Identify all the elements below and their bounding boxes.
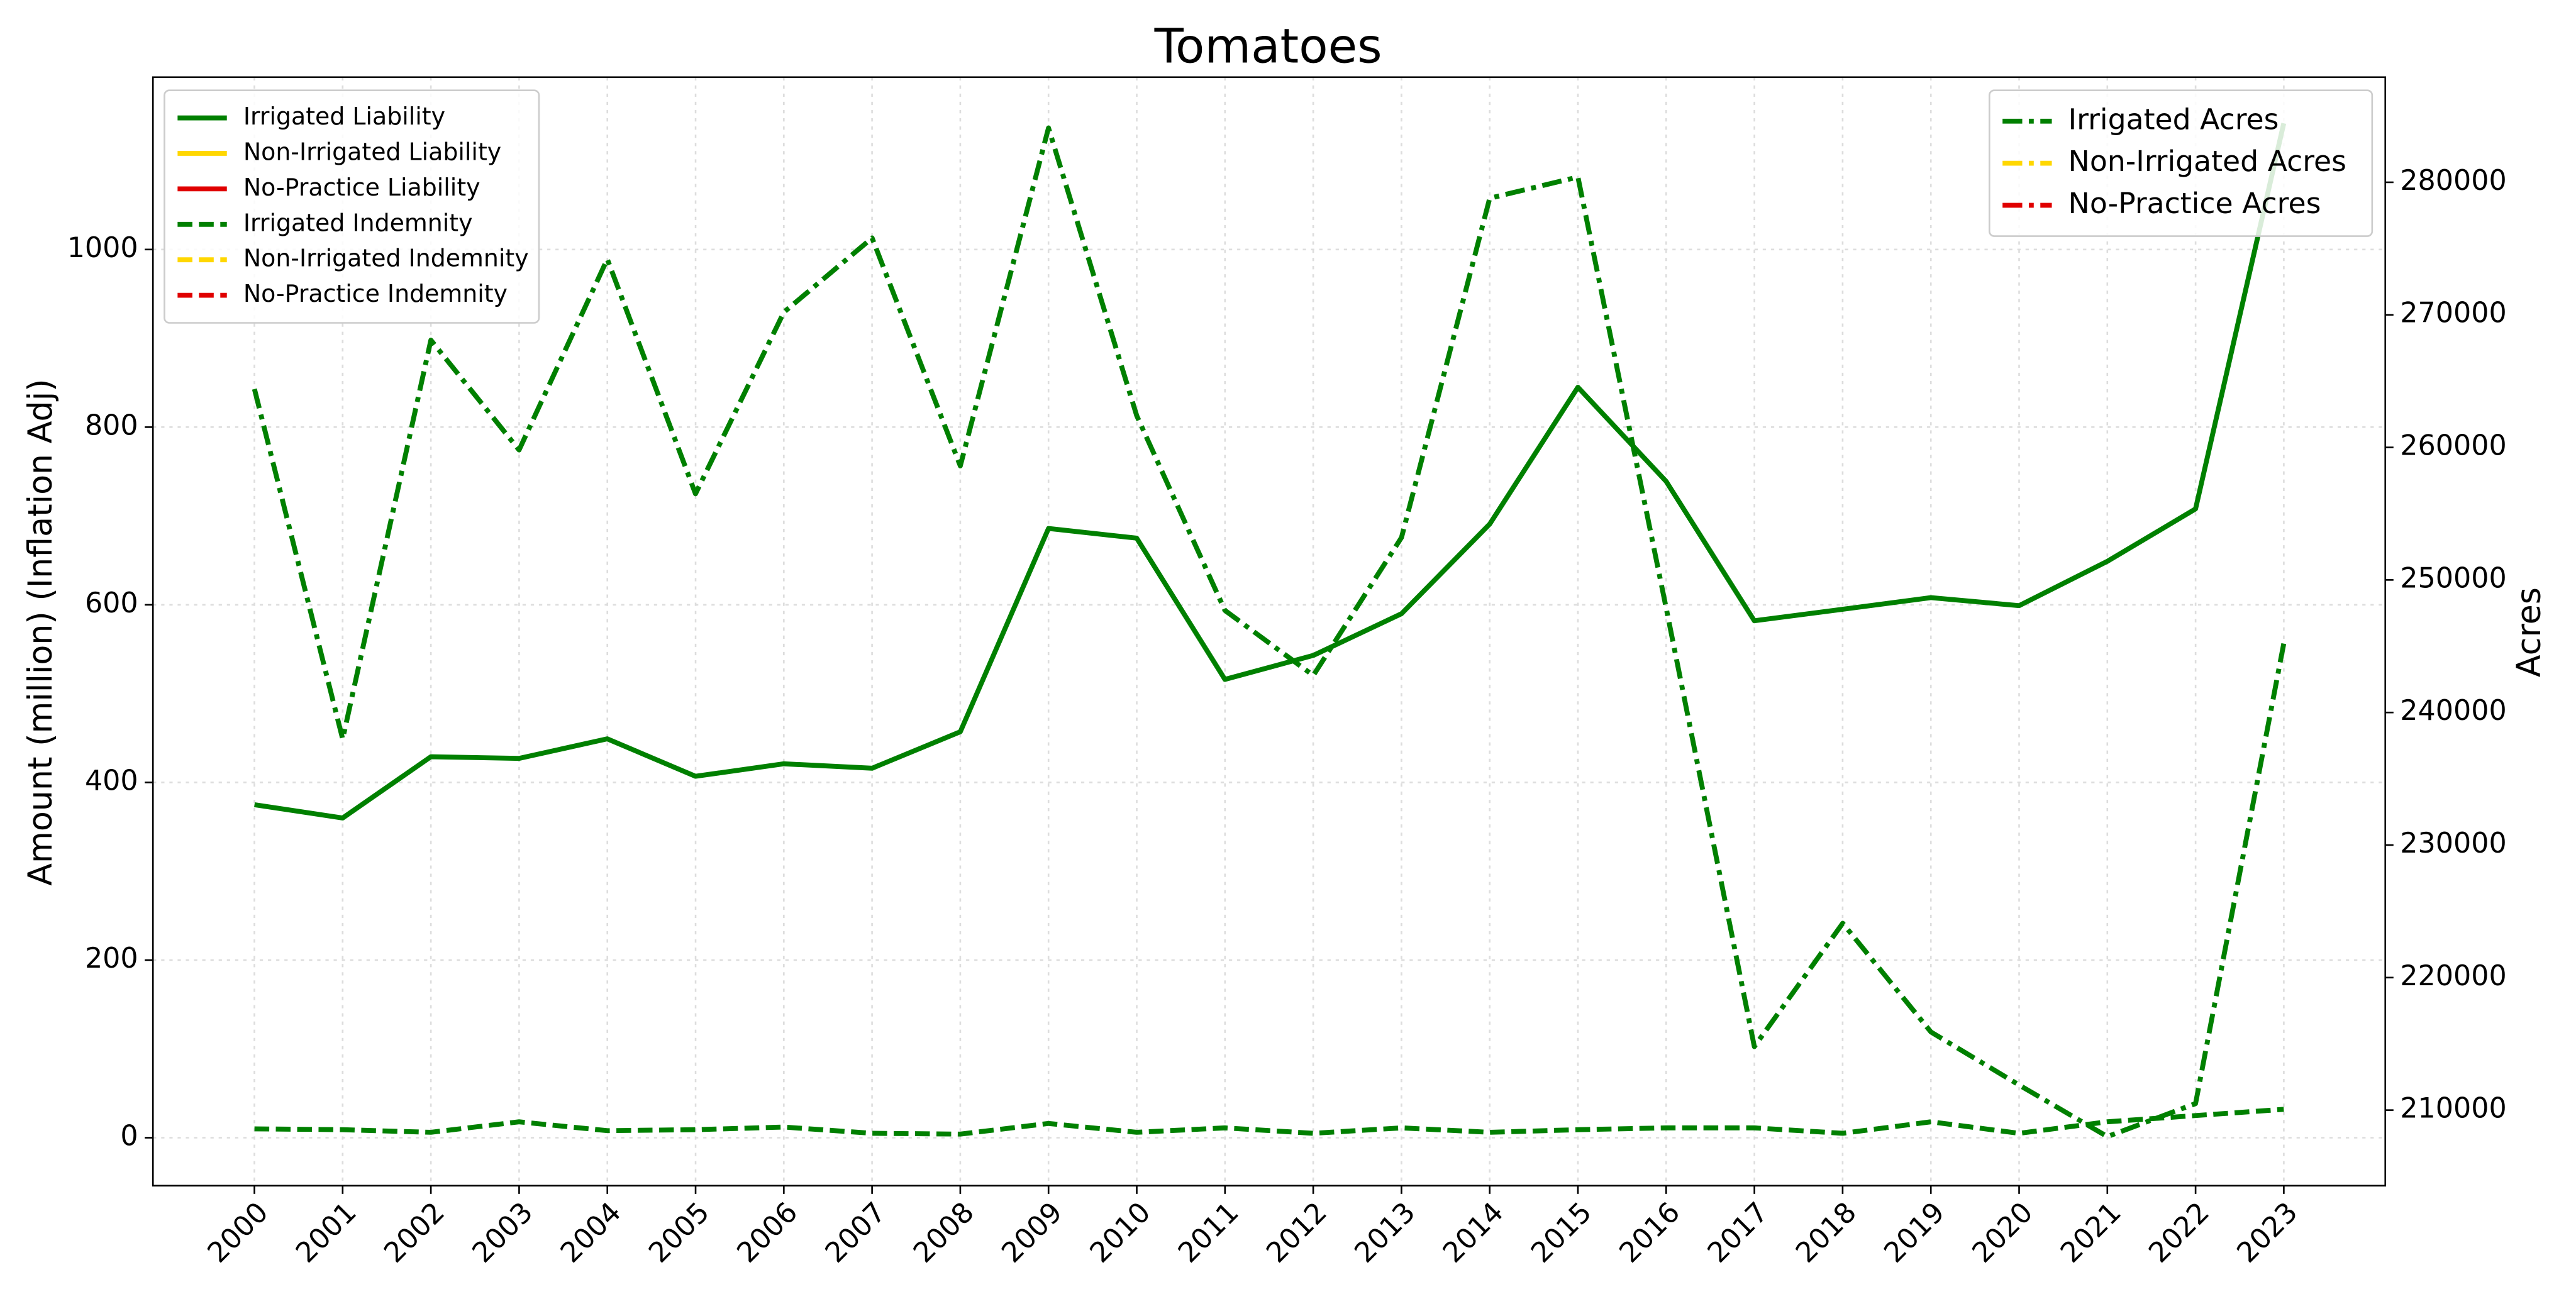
legend-label: No-Practice Liability bbox=[243, 174, 480, 201]
y2-tick-label: 220000 bbox=[2400, 960, 2506, 992]
plot-frame bbox=[152, 76, 2387, 1187]
series-line bbox=[252, 125, 2287, 1139]
legend-label: Irrigated Acres bbox=[2068, 102, 2279, 136]
y2-tick-label: 230000 bbox=[2400, 827, 2506, 860]
y-tick-label: 600 bbox=[85, 587, 138, 619]
y2-tick-label: 250000 bbox=[2400, 562, 2506, 594]
y-axis-label: Amount (million) (Inflation Adj) bbox=[22, 379, 60, 885]
legend-label: Non-Irrigated Indemnity bbox=[243, 245, 529, 272]
legend-box bbox=[1988, 89, 2373, 237]
y2-tick-label: 270000 bbox=[2400, 297, 2506, 329]
y2-tick-label: 240000 bbox=[2400, 695, 2506, 727]
legend-label: Irrigated Indemnity bbox=[243, 209, 473, 236]
legend-label: No-Practice Indemnity bbox=[243, 280, 508, 307]
legend-label: Non-Irrigated Acres bbox=[2068, 145, 2346, 178]
y-tick-label: 200 bbox=[85, 942, 138, 975]
series-line bbox=[254, 123, 2287, 821]
y2-tick-label: 210000 bbox=[2400, 1093, 2506, 1125]
legend-label: Non-Irrigated Liability bbox=[243, 138, 501, 165]
y2-axis-label: Acres bbox=[2511, 587, 2548, 677]
y-tick-label: 800 bbox=[85, 409, 138, 441]
y-tick-label: 0 bbox=[120, 1120, 138, 1152]
y2-tick-label: 260000 bbox=[2400, 430, 2506, 462]
legend-label: No-Practice Acres bbox=[2068, 187, 2321, 220]
y2-tick-label: 280000 bbox=[2400, 165, 2506, 197]
legend-label: Irrigated Liability bbox=[243, 102, 445, 130]
legend-box bbox=[164, 89, 540, 324]
series-line bbox=[254, 1107, 2284, 1137]
y-tick-label: 1000 bbox=[67, 232, 138, 264]
y-tick-label: 400 bbox=[85, 765, 138, 797]
chart-title: Tomatoes bbox=[1154, 18, 1382, 74]
